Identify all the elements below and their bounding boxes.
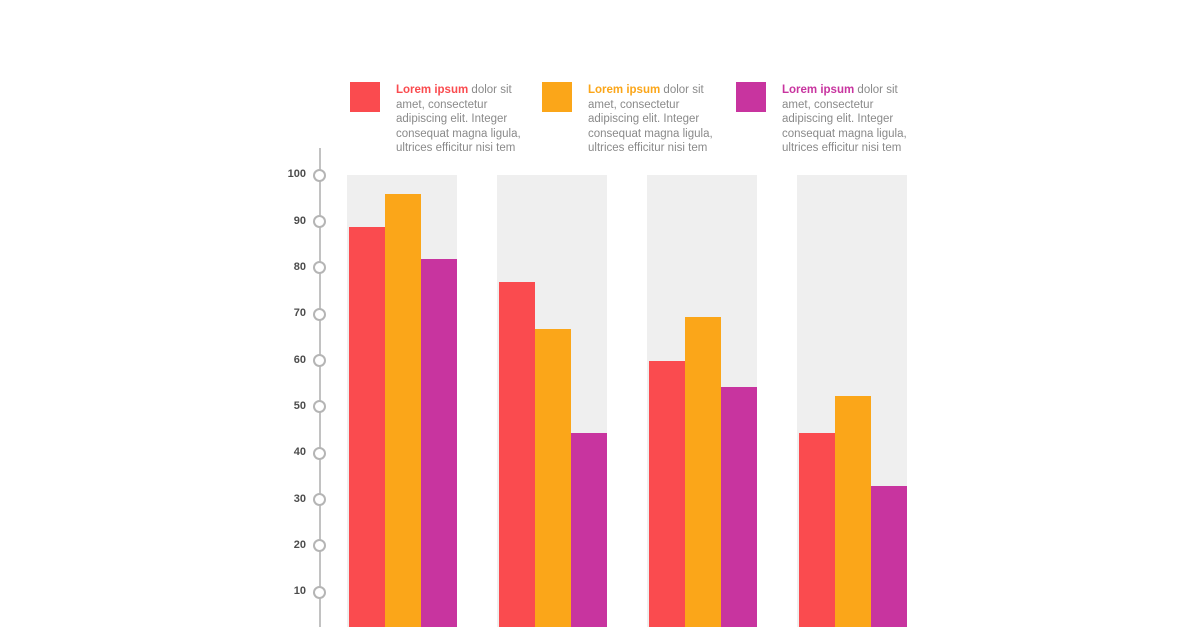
legend-entry-1: Lorem ipsum dolor sit amet, consectetur … — [350, 82, 534, 156]
legend-entry-2: Lorem ipsum dolor sit amet, consectetur … — [542, 82, 726, 156]
legend-text-3: Lorem ipsum dolor sit amet, consectetur … — [782, 83, 920, 156]
bar-series1-group2 — [499, 282, 535, 627]
y-tick-marker-icon — [313, 168, 326, 182]
y-tick-label: 10 — [293, 585, 306, 598]
bar-series3-group2 — [571, 432, 607, 627]
legend-text-1: Lorem ipsum dolor sit amet, consectetur … — [396, 83, 534, 156]
bar-series2-group3 — [685, 317, 721, 627]
legend-swatch-3 — [736, 82, 766, 112]
bar-series2-group1 — [385, 194, 421, 627]
y-tick-marker-icon — [313, 493, 326, 507]
y-tick-label: 90 — [293, 214, 306, 227]
bar-series2-group4 — [835, 395, 871, 627]
bar-series3-group1 — [421, 259, 457, 627]
bar-series1-group1 — [349, 226, 385, 627]
bar-group-1 — [347, 175, 457, 627]
y-tick-marker-icon — [313, 585, 326, 599]
bar-series1-group3 — [649, 361, 685, 627]
legend-description: dolor sit amet, consectetur adipiscing e… — [396, 84, 521, 155]
y-tick-marker-icon — [313, 354, 326, 368]
y-tick-label: 100 — [287, 168, 306, 181]
y-tick-label: 70 — [293, 307, 306, 320]
legend-title: Lorem ipsum — [396, 84, 469, 96]
legend-entry-3: Lorem ipsum dolor sit amet, consectetur … — [736, 82, 920, 156]
y-tick-label: 30 — [293, 492, 306, 505]
y-tick-marker-icon — [313, 307, 326, 321]
bar-series3-group4 — [871, 486, 907, 627]
y-tick-marker-icon — [313, 261, 326, 275]
legend-swatch-1 — [350, 82, 380, 112]
bar-group-2 — [497, 175, 607, 627]
bar-series1-group4 — [799, 432, 835, 627]
y-tick-label: 20 — [293, 538, 306, 551]
bar-group-4 — [797, 175, 907, 627]
y-axis-line — [319, 148, 321, 627]
legend-text-2: Lorem ipsum dolor sit amet, consectetur … — [588, 83, 726, 156]
legend-title: Lorem ipsum — [782, 84, 855, 96]
legend-swatch-2 — [542, 82, 572, 112]
y-tick-label: 40 — [293, 446, 306, 459]
bar-group-3 — [647, 175, 757, 627]
bar-series2-group2 — [535, 328, 571, 627]
y-tick-label: 60 — [293, 353, 306, 366]
y-tick-label: 80 — [293, 260, 306, 273]
y-tick-marker-icon — [313, 400, 326, 414]
bar-series3-group3 — [721, 386, 757, 627]
y-tick-marker-icon — [313, 539, 326, 553]
legend-title: Lorem ipsum — [588, 84, 661, 96]
y-tick-label: 50 — [293, 399, 306, 412]
legend-description: dolor sit amet, consectetur adipiscing e… — [588, 84, 713, 155]
y-tick-marker-icon — [313, 446, 326, 460]
y-tick-marker-icon — [313, 215, 326, 229]
legend-description: dolor sit amet, consectetur adipiscing e… — [782, 84, 907, 155]
